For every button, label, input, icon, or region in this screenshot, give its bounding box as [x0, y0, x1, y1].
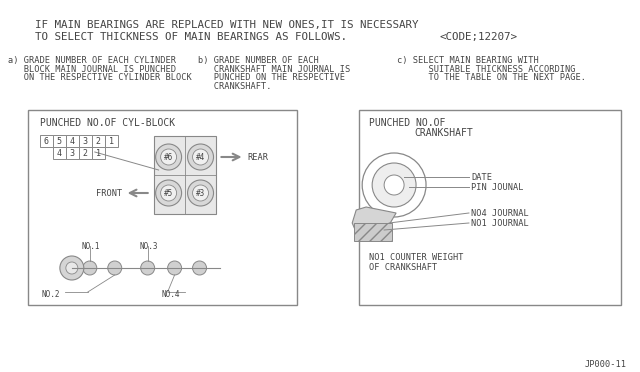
Bar — [66, 147, 79, 159]
Text: DATE: DATE — [471, 173, 492, 182]
Text: #6: #6 — [164, 153, 173, 161]
Circle shape — [168, 261, 182, 275]
Text: CRANKSHAFT: CRANKSHAFT — [414, 128, 473, 138]
Circle shape — [156, 144, 182, 170]
Text: BLOCK MAIN JOURNAL IS PUNCHED: BLOCK MAIN JOURNAL IS PUNCHED — [8, 64, 176, 74]
Text: OF CRANKSHAFT: OF CRANKSHAFT — [369, 263, 437, 272]
Text: 1: 1 — [109, 137, 114, 145]
Text: ON THE RESPECTIVE CYLINDER BLOCK: ON THE RESPECTIVE CYLINDER BLOCK — [8, 73, 192, 82]
Text: #4: #4 — [196, 153, 205, 161]
Circle shape — [384, 175, 404, 195]
Text: 4: 4 — [57, 148, 62, 157]
Text: NO4 JOURNAL: NO4 JOURNAL — [471, 208, 529, 218]
Text: 3: 3 — [83, 137, 88, 145]
Text: REAR: REAR — [248, 153, 268, 161]
Circle shape — [188, 180, 214, 206]
Circle shape — [372, 163, 416, 207]
Bar — [92, 147, 105, 159]
Circle shape — [83, 261, 97, 275]
Circle shape — [362, 153, 426, 217]
Bar — [354, 223, 392, 241]
Text: SUITABLE THICKNESS ACCORDING: SUITABLE THICKNESS ACCORDING — [397, 64, 575, 74]
Text: TO THE TABLE ON THE NEXT PAGE.: TO THE TABLE ON THE NEXT PAGE. — [397, 73, 586, 82]
Text: b) GRADE NUMBER OF EACH: b) GRADE NUMBER OF EACH — [198, 56, 318, 65]
Circle shape — [60, 256, 84, 280]
Circle shape — [161, 185, 177, 201]
Text: IF MAIN BEARINGS ARE REPLACED WITH NEW ONES,IT IS NECESSARY: IF MAIN BEARINGS ARE REPLACED WITH NEW O… — [35, 20, 419, 30]
Bar — [28, 110, 298, 305]
Text: JP000-11: JP000-11 — [584, 360, 627, 369]
Polygon shape — [352, 207, 396, 240]
Bar — [359, 110, 621, 305]
Bar — [79, 135, 92, 147]
Text: NO.1: NO.1 — [82, 242, 100, 251]
Text: NO.4: NO.4 — [162, 290, 180, 299]
Text: 1: 1 — [96, 148, 100, 157]
Circle shape — [193, 149, 209, 165]
Bar — [105, 135, 118, 147]
Bar — [79, 147, 92, 159]
Text: 3: 3 — [70, 148, 75, 157]
Text: PUNCHED NO.OF CYL-BLOCK: PUNCHED NO.OF CYL-BLOCK — [40, 118, 175, 128]
Text: #5: #5 — [164, 189, 173, 198]
Text: CRANKSHAFT.: CRANKSHAFT. — [198, 81, 271, 90]
Text: NO1 JOURNAL: NO1 JOURNAL — [471, 218, 529, 228]
Circle shape — [188, 144, 214, 170]
Text: #3: #3 — [196, 189, 205, 198]
Bar — [154, 136, 216, 214]
Text: NO.3: NO.3 — [140, 242, 158, 251]
Circle shape — [141, 261, 155, 275]
Circle shape — [156, 180, 182, 206]
Text: NO1 COUNTER WEIGHT: NO1 COUNTER WEIGHT — [369, 253, 463, 262]
Bar — [40, 135, 53, 147]
Text: <CODE;12207>: <CODE;12207> — [439, 32, 517, 42]
Text: FRONT: FRONT — [97, 189, 123, 198]
Text: a) GRADE NUMBER OF EACH CYLINDER: a) GRADE NUMBER OF EACH CYLINDER — [8, 56, 176, 65]
Text: 2: 2 — [83, 148, 88, 157]
Text: TO SELECT THICKNESS OF MAIN BEARINGS AS FOLLOWS.: TO SELECT THICKNESS OF MAIN BEARINGS AS … — [35, 32, 347, 42]
Text: 2: 2 — [96, 137, 100, 145]
Text: CRANKSHAFT MAIN JOURNAL IS: CRANKSHAFT MAIN JOURNAL IS — [198, 64, 350, 74]
Text: PUNCHED NO.OF: PUNCHED NO.OF — [369, 118, 445, 128]
Bar — [66, 135, 79, 147]
Text: 6: 6 — [44, 137, 49, 145]
Bar — [53, 147, 66, 159]
Circle shape — [66, 262, 78, 274]
Text: PIN JOUNAL: PIN JOUNAL — [471, 183, 524, 192]
Circle shape — [193, 185, 209, 201]
Bar — [53, 135, 66, 147]
Text: 4: 4 — [70, 137, 75, 145]
Text: NO.2: NO.2 — [42, 290, 60, 299]
Circle shape — [161, 149, 177, 165]
Text: c) SELECT MAIN BEARING WITH: c) SELECT MAIN BEARING WITH — [397, 56, 539, 65]
Bar — [92, 135, 105, 147]
Text: 5: 5 — [57, 137, 62, 145]
Circle shape — [108, 261, 122, 275]
Text: PUNCHED ON THE RESPECTIVE: PUNCHED ON THE RESPECTIVE — [198, 73, 344, 82]
Circle shape — [193, 261, 207, 275]
